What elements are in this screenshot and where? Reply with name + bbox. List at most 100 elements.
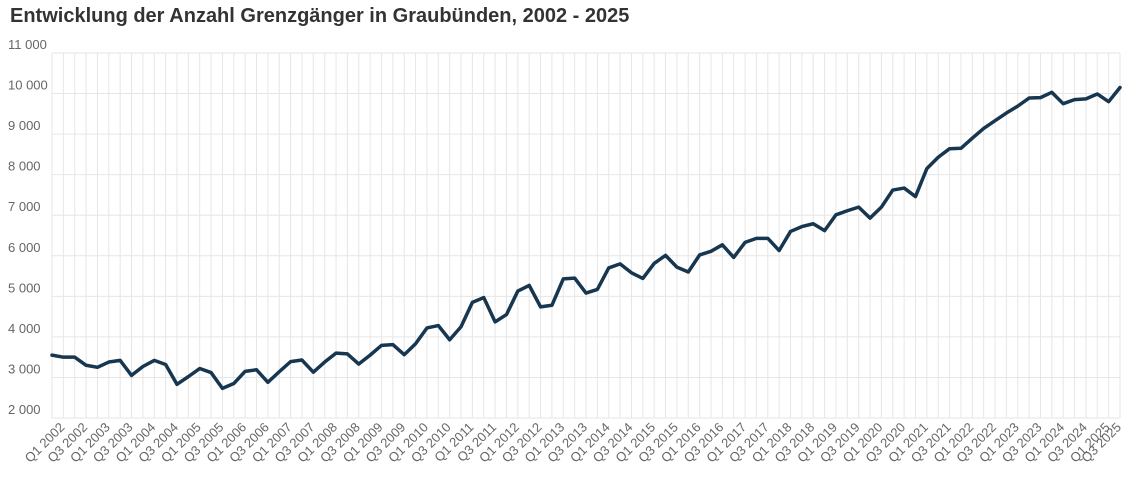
data-point[interactable] xyxy=(582,289,590,297)
y-tick-label: 5 000 xyxy=(8,280,41,295)
data-point[interactable] xyxy=(696,251,704,259)
data-point[interactable] xyxy=(139,362,147,370)
data-point[interactable] xyxy=(400,351,408,359)
data-point[interactable] xyxy=(128,371,136,379)
data-point[interactable] xyxy=(377,341,385,349)
data-point[interactable] xyxy=(230,380,238,388)
data-point[interactable] xyxy=(855,203,863,211)
data-point[interactable] xyxy=(491,318,499,326)
data-point[interactable] xyxy=(412,340,420,348)
data-point[interactable] xyxy=(968,134,976,142)
data-point[interactable] xyxy=(639,274,647,282)
data-point[interactable] xyxy=(946,145,954,153)
data-point[interactable] xyxy=(1059,100,1067,108)
data-point[interactable] xyxy=(593,285,601,293)
data-point[interactable] xyxy=(218,384,226,392)
data-point[interactable] xyxy=(207,369,215,377)
data-point[interactable] xyxy=(1036,94,1044,102)
data-point[interactable] xyxy=(889,186,897,194)
data-point[interactable] xyxy=(1025,94,1033,102)
data-point[interactable] xyxy=(105,358,113,366)
data-point[interactable] xyxy=(196,365,204,373)
data-point[interactable] xyxy=(423,324,431,332)
data-point[interactable] xyxy=(1082,95,1090,103)
data-point[interactable] xyxy=(366,351,374,359)
data-point[interactable] xyxy=(787,227,795,235)
data-point[interactable] xyxy=(707,247,715,255)
data-point[interactable] xyxy=(911,193,919,201)
data-point[interactable] xyxy=(82,361,90,369)
data-point[interactable] xyxy=(502,311,510,319)
data-point[interactable] xyxy=(1093,90,1101,98)
y-tick-label: 6 000 xyxy=(8,240,41,255)
data-point[interactable] xyxy=(434,322,442,330)
data-point[interactable] xyxy=(355,360,363,368)
data-point[interactable] xyxy=(514,287,522,295)
data-point[interactable] xyxy=(343,350,351,358)
data-point[interactable] xyxy=(287,358,295,366)
data-point[interactable] xyxy=(298,356,306,364)
data-point[interactable] xyxy=(662,251,670,259)
data-point[interactable] xyxy=(241,367,249,375)
data-point[interactable] xyxy=(900,184,908,192)
grid xyxy=(51,52,1121,419)
data-point[interactable] xyxy=(150,356,158,364)
data-point[interactable] xyxy=(116,356,124,364)
data-point[interactable] xyxy=(389,341,397,349)
data-point[interactable] xyxy=(798,223,806,231)
data-point[interactable] xyxy=(446,336,454,344)
data-point[interactable] xyxy=(684,268,692,276)
data-point[interactable] xyxy=(253,366,261,374)
data-point[interactable] xyxy=(457,323,465,331)
data-point[interactable] xyxy=(71,353,79,361)
data-point[interactable] xyxy=(673,263,681,271)
data-point[interactable] xyxy=(650,259,658,267)
data-point[interactable] xyxy=(162,360,170,368)
data-point[interactable] xyxy=(1071,96,1079,104)
data-point[interactable] xyxy=(1002,109,1010,117)
y-tick-label: 2 000 xyxy=(8,402,41,417)
data-point[interactable] xyxy=(559,275,567,283)
data-point[interactable] xyxy=(275,368,283,376)
data-point[interactable] xyxy=(59,353,67,361)
data-point[interactable] xyxy=(866,214,874,222)
data-point[interactable] xyxy=(934,153,942,161)
data-point[interactable] xyxy=(730,253,738,261)
data-point[interactable] xyxy=(832,211,840,219)
data-point[interactable] xyxy=(991,117,999,125)
data-point[interactable] xyxy=(718,241,726,249)
data-point[interactable] xyxy=(957,144,965,152)
data-point[interactable] xyxy=(923,165,931,173)
data-point[interactable] xyxy=(321,358,329,366)
data-point[interactable] xyxy=(843,207,851,215)
data-point[interactable] xyxy=(1014,102,1022,110)
data-point[interactable] xyxy=(1105,98,1113,106)
data-point[interactable] xyxy=(1116,83,1124,91)
data-point[interactable] xyxy=(764,234,772,242)
data-point[interactable] xyxy=(1048,88,1056,96)
data-point[interactable] xyxy=(605,264,613,272)
data-point[interactable] xyxy=(264,378,272,386)
data-point[interactable] xyxy=(480,294,488,302)
data-point[interactable] xyxy=(48,351,56,359)
data-point[interactable] xyxy=(616,260,624,268)
data-point[interactable] xyxy=(775,247,783,255)
data-point[interactable] xyxy=(980,124,988,132)
data-point[interactable] xyxy=(548,301,556,309)
data-point[interactable] xyxy=(627,269,635,277)
data-point[interactable] xyxy=(571,274,579,282)
data-point[interactable] xyxy=(877,203,885,211)
data-point[interactable] xyxy=(93,363,101,371)
data-point[interactable] xyxy=(752,234,760,242)
data-point[interactable] xyxy=(468,298,476,306)
data-point[interactable] xyxy=(173,380,181,388)
data-point[interactable] xyxy=(309,368,317,376)
data-point[interactable] xyxy=(332,349,340,357)
data-point[interactable] xyxy=(537,303,545,311)
data-point[interactable] xyxy=(821,227,829,235)
data-point[interactable] xyxy=(525,281,533,289)
data-point[interactable] xyxy=(741,238,749,246)
y-tick-label: 7 000 xyxy=(8,199,41,214)
data-point[interactable] xyxy=(809,220,817,228)
data-point[interactable] xyxy=(184,373,192,381)
